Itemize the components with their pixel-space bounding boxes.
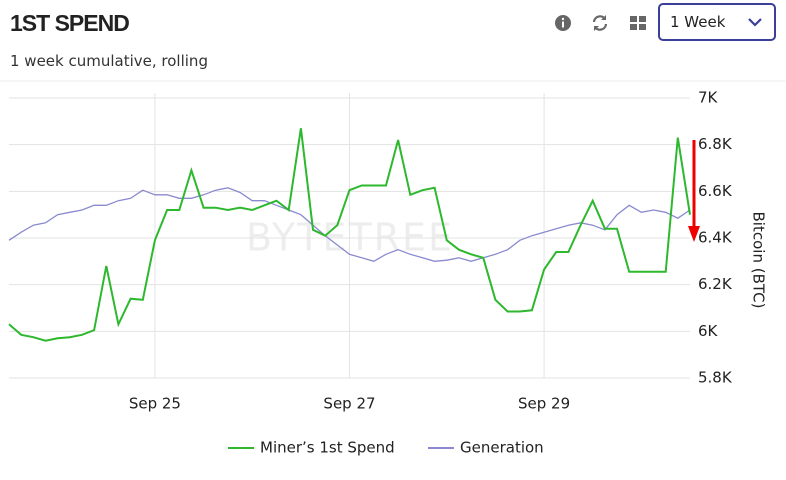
- widget-title: 1ST SPEND: [10, 10, 130, 36]
- chart: BYTETREE Bitcoin (BTC) 5.8K6K6.2K6.4K6.6…: [0, 80, 786, 457]
- refresh-icon[interactable]: [591, 14, 609, 32]
- series-line: [8, 128, 691, 342]
- legend-label: Generation: [460, 439, 544, 457]
- y-tick-label: 6.4K: [698, 229, 733, 247]
- dropdown-label: 1 Week: [670, 13, 726, 31]
- grid-icon[interactable]: [629, 14, 647, 32]
- y-tick-label: 5.8K: [698, 369, 733, 387]
- y-tick-label: 7K: [698, 89, 719, 107]
- y-axis-title: Bitcoin (BTC): [750, 212, 768, 309]
- widget-subtitle: 1 week cumulative, rolling: [10, 52, 208, 70]
- x-tick-label: Sep 25: [129, 395, 181, 413]
- y-tick-label: 6K: [698, 322, 719, 340]
- period-dropdown[interactable]: 1 Week: [658, 3, 776, 41]
- y-tick-label: 6.6K: [698, 182, 733, 200]
- series-line: [8, 187, 691, 263]
- x-tick-label: Sep 29: [518, 395, 570, 413]
- legend-label: Miner’s 1st Spend: [260, 439, 395, 457]
- annotation-arrow: [688, 140, 700, 242]
- y-tick-label: 6.2K: [698, 275, 733, 293]
- x-tick-label: Sep 27: [323, 395, 375, 413]
- y-tick-label: 6.8K: [698, 135, 733, 153]
- dropdown-caret: [748, 18, 762, 27]
- info-icon[interactable]: [554, 14, 572, 32]
